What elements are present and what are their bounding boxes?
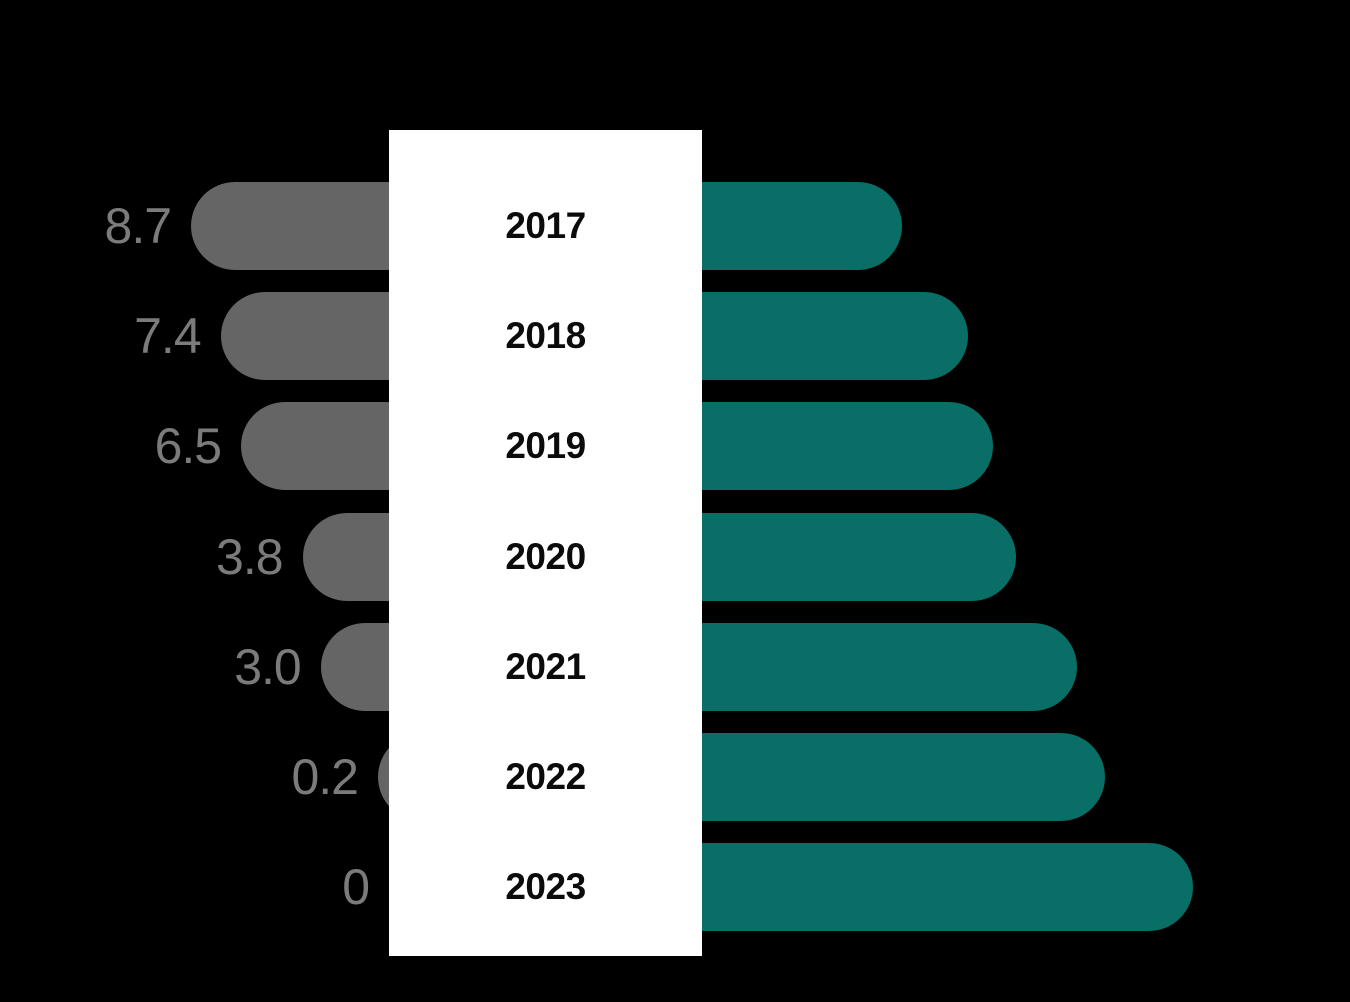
year-label: 2021 [505,646,586,687]
year-label: 2019 [505,425,586,466]
left-value-label: 0 [342,859,370,915]
year-label: 2022 [505,756,586,797]
center-year-panel [389,130,702,956]
left-value-label: 0.2 [291,749,359,805]
year-label: 2018 [505,315,586,356]
year-label: 2020 [505,536,586,577]
left-value-label: 8.7 [104,198,173,254]
year-label: 2023 [505,866,586,907]
left-value-label: 3.0 [234,639,302,695]
left-value-label: 7.4 [134,308,202,364]
left-value-label: 3.8 [216,529,284,585]
left-value-label: 6.5 [154,418,223,474]
year-label: 2017 [505,205,586,246]
